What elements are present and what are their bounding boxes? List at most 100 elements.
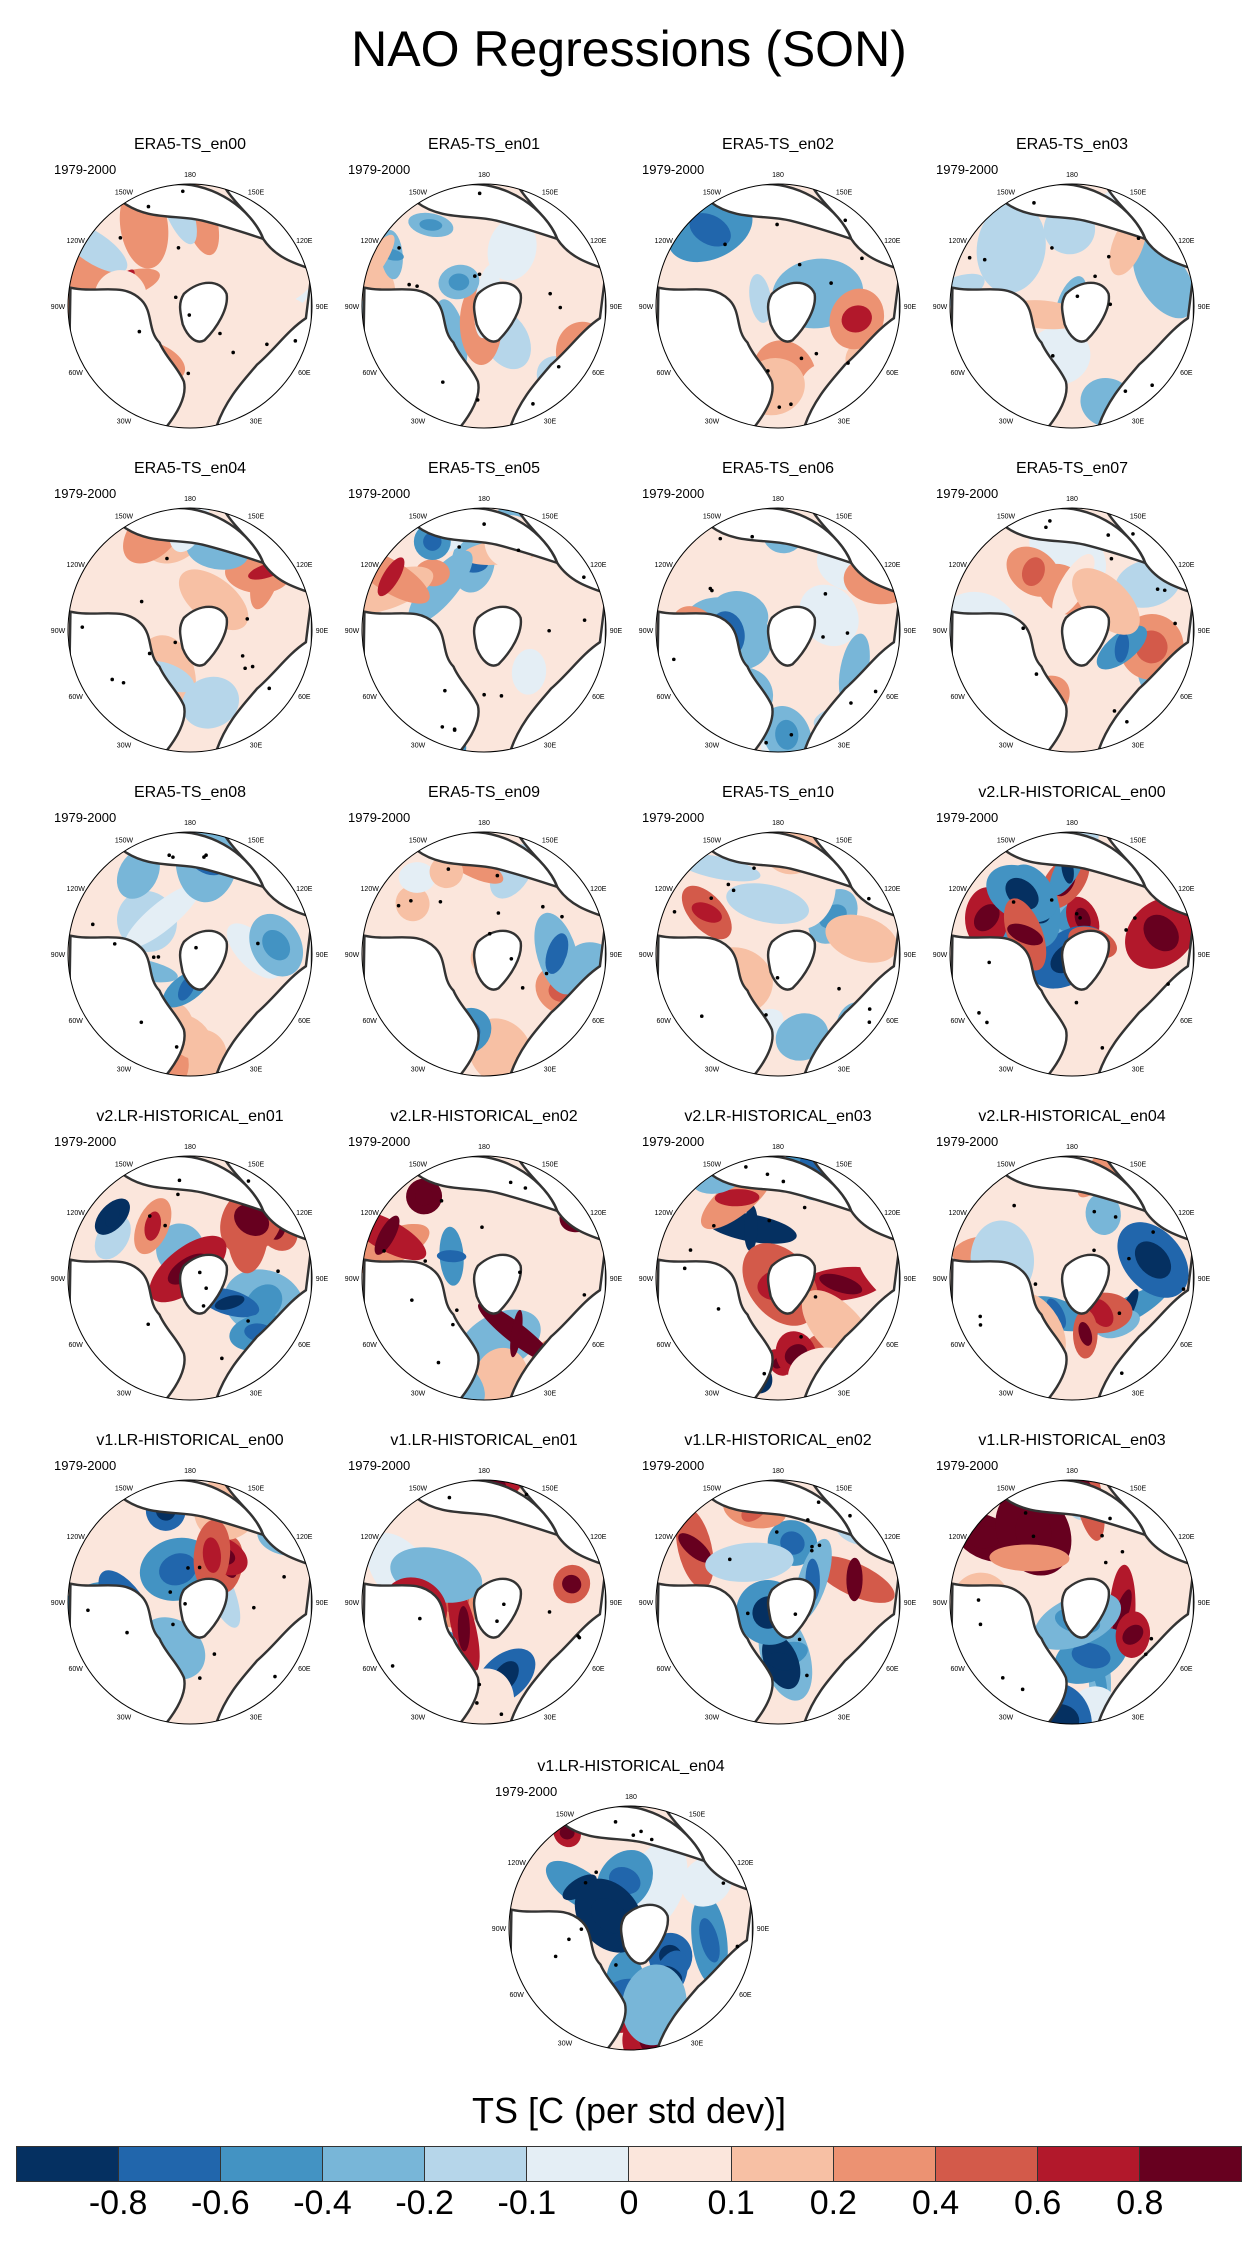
anomaly-blob (178, 569, 249, 631)
longitude-label: 60E (886, 370, 899, 377)
longitude-label: 30W (999, 1390, 1014, 1397)
colorbar-segment (629, 2147, 732, 2181)
longitude-label: 120W (655, 238, 674, 245)
anomaly-core (374, 1215, 400, 1255)
longitude-label: 150E (542, 514, 559, 521)
colorbar-segment (935, 2147, 1038, 2181)
anomaly-core (1122, 1624, 1144, 1645)
longitude-label: 60W (68, 1666, 83, 1673)
map-panel-period: 1979-2000 (54, 1134, 117, 1149)
colorbar-title: TS [C (per std dev)] (471, 2090, 787, 2131)
polar-map: 180150E120E90E60E30E030W60W90W120W150W (639, 496, 917, 753)
significance-dot (579, 1927, 584, 1931)
significance-dot (781, 1179, 786, 1184)
longitude-label: 90W (51, 628, 66, 635)
longitude-label: 180 (625, 1794, 637, 1801)
longitude-label: 90W (933, 1276, 948, 1283)
anomaly-core (1071, 1643, 1111, 1669)
significance-dot (1108, 302, 1113, 307)
longitude-label: 90W (345, 304, 360, 311)
longitude-label: 90E (316, 1600, 329, 1607)
longitude-label: 90W (51, 952, 66, 959)
anomaly-core (846, 1557, 863, 1602)
longitude-label: 150W (997, 514, 1016, 521)
longitude-label: 30E (250, 418, 263, 425)
colorbar-segment (1037, 2147, 1140, 2181)
longitude-label: 90E (316, 304, 329, 311)
significance-dot (799, 356, 804, 361)
anomaly-core (1021, 557, 1045, 586)
map-field (950, 1480, 1194, 1724)
longitude-label: 150W (703, 1486, 722, 1493)
longitude-label: 30E (544, 1066, 557, 1073)
polar-map: 180150E120E90E60E30E030W60W90W120W150W (933, 496, 1211, 753)
land-mask (1060, 1253, 1111, 1315)
anomaly-core (1074, 907, 1091, 931)
significance-dot (499, 1712, 504, 1717)
significance-dot (1123, 389, 1128, 393)
polar-map: 180150E120E90E60E30E030W60W90W120W150W (51, 1144, 329, 1401)
longitude-label: 120E (884, 238, 901, 245)
map-panel-period: 1979-2000 (54, 486, 117, 501)
anomaly-blob (408, 550, 473, 625)
longitude-label: 90W (51, 304, 66, 311)
polar-map: 180150E120E90E60E30E030W60W90W120W150W (345, 820, 623, 1077)
longitude-label: 150E (836, 838, 853, 845)
significance-dot (845, 631, 850, 635)
map-field (950, 184, 1194, 428)
significance-dot (639, 1829, 643, 1834)
polar-map: 180150E120E90E60E30E030W60W90W120W150W (51, 496, 329, 753)
significance-dot (1050, 354, 1055, 358)
anomaly-core (775, 719, 799, 750)
anomaly-blob (1078, 665, 1108, 696)
significance-dot (727, 1557, 732, 1562)
anomaly-core (841, 305, 872, 333)
longitude-label: 30W (705, 1066, 720, 1073)
longitude-label: 120W (361, 1210, 380, 1217)
longitude-label: 180 (1066, 820, 1078, 827)
significance-dot (1181, 1287, 1186, 1291)
map-panel: v2.LR-HISTORICAL_en03 1979-2000 180 150E 120… (632, 1108, 924, 1408)
significance-dot (789, 732, 794, 737)
longitude-label: 150W (115, 514, 134, 521)
land-mask (766, 1577, 817, 1639)
colorbar-tick-label: 0.2 (809, 2184, 857, 2222)
longitude-label: 150E (836, 190, 853, 197)
significance-dot (212, 1652, 217, 1656)
longitude-label: 30W (117, 1066, 132, 1073)
longitude-label: 150W (997, 190, 1016, 197)
colorbar-segment (425, 2147, 528, 2181)
significance-dot (176, 1192, 180, 1197)
map-field (362, 184, 606, 428)
significance-dot (473, 274, 477, 278)
significance-dot (531, 402, 535, 406)
significance-dot (987, 960, 991, 965)
longitude-label: 90W (345, 628, 360, 635)
significance-dot (186, 1566, 190, 1570)
significance-dot (183, 1602, 187, 1606)
longitude-label: 30W (117, 418, 132, 425)
longitude-label: 60E (298, 1018, 311, 1025)
longitude-label: 30E (250, 1066, 263, 1073)
map-outline (361, 183, 607, 429)
longitude-label: 120W (67, 238, 86, 245)
longitude-label: 150E (689, 1812, 706, 1819)
significance-dot (439, 1198, 444, 1203)
longitude-label: 150W (556, 1812, 575, 1819)
longitude-label: 90E (610, 1600, 623, 1607)
longitude-label: 150E (1130, 1486, 1147, 1493)
significance-dot (978, 1622, 983, 1627)
longitude-label: 30E (838, 1066, 851, 1073)
longitude-label: 120E (296, 562, 313, 569)
colorbar-segment (527, 2147, 630, 2181)
significance-dot (817, 1543, 822, 1548)
map-panel-title: ERA5-TS_en02 (721, 136, 835, 153)
longitude-label: 60W (68, 694, 83, 701)
longitude-label: 120E (296, 886, 313, 893)
longitude-label: 120W (67, 1210, 86, 1217)
significance-dot (1143, 1652, 1148, 1657)
significance-dot (797, 1637, 802, 1642)
longitude-label: 60E (886, 1666, 899, 1673)
significance-dot (821, 635, 825, 639)
significance-dot (125, 1630, 129, 1635)
